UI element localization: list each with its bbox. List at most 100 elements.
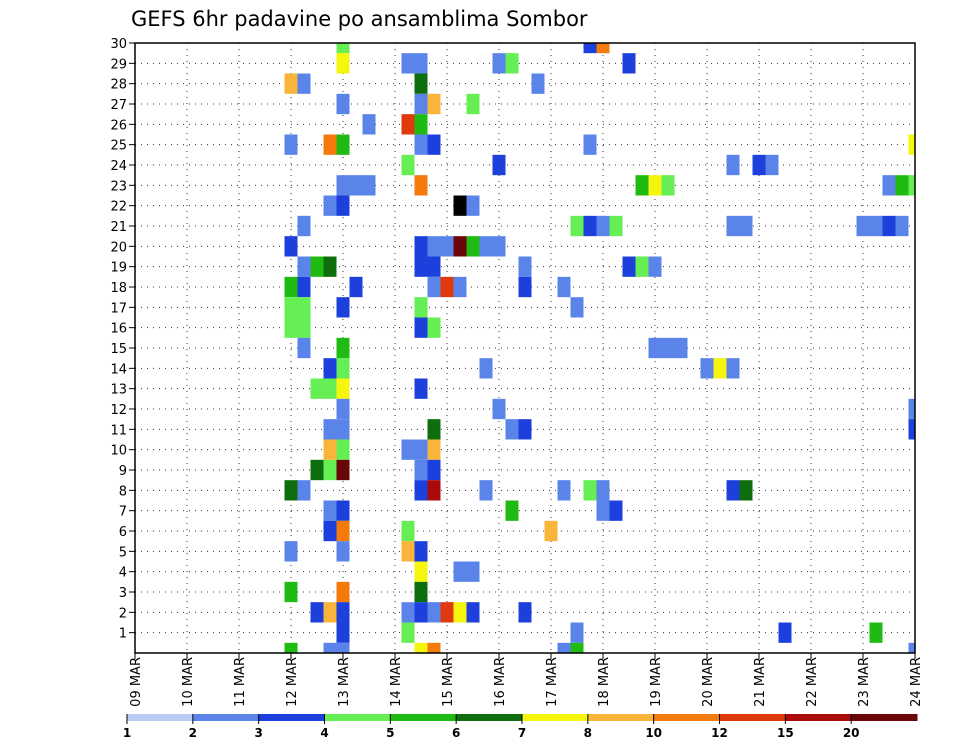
heatmap-cell (453, 236, 467, 257)
x-tick-label: 11 MAR (233, 657, 248, 707)
heatmap-cell (336, 43, 350, 54)
heatmap-cell (479, 358, 493, 379)
heatmap-cell (882, 215, 896, 237)
heatmap-cell (414, 439, 428, 460)
heatmap-cell (427, 317, 441, 338)
x-tick-label: 16 MAR (493, 657, 508, 707)
heatmap-cell (336, 378, 350, 399)
heatmap-cell (297, 317, 311, 338)
y-tick-label: 14 (110, 362, 127, 377)
heatmap-cell (635, 175, 649, 196)
colorbar-level-label: 15 (777, 726, 794, 740)
heatmap-cell (323, 642, 337, 653)
heatmap-cell (726, 215, 740, 237)
heatmap-cell (466, 236, 480, 257)
heatmap-cell (297, 337, 311, 359)
heatmap-cell (414, 134, 428, 155)
heatmap-cell (427, 642, 441, 653)
heatmap-cell (336, 520, 350, 542)
heatmap-cell (427, 439, 441, 460)
heatmap-cell (531, 73, 545, 94)
heatmap-cell (401, 439, 415, 460)
heatmap-cell (414, 602, 428, 623)
heatmap-cell (284, 73, 298, 94)
heatmap-cell (427, 459, 441, 481)
heatmap-cell (908, 134, 915, 155)
heatmap-cell (414, 581, 428, 603)
heatmap-cell (336, 337, 350, 359)
heatmap-cell (310, 378, 324, 399)
heatmap-cell (609, 215, 623, 237)
heatmap-cell (453, 602, 467, 623)
heatmap-cell (518, 602, 532, 623)
heatmap-cell (297, 73, 311, 94)
heatmap-cell (297, 297, 311, 318)
heatmap-cell (557, 642, 571, 653)
y-tick-label: 23 (110, 179, 127, 194)
x-tick-label: 17 MAR (545, 657, 560, 707)
heatmap-cell (466, 561, 480, 582)
heatmap-cell (297, 480, 311, 501)
heatmap-cell (310, 256, 324, 277)
heatmap-cell (323, 439, 337, 460)
colorbar-level-label: 8 (584, 726, 592, 740)
heatmap-cell (336, 459, 350, 481)
heatmap-cell (310, 459, 324, 481)
y-tick-label: 7 (119, 505, 127, 520)
heatmap-cell (310, 602, 324, 623)
heatmap-cell (284, 276, 298, 298)
heatmap-cell (453, 561, 467, 582)
heatmap-cell (401, 541, 415, 562)
heatmap-cell (492, 398, 506, 420)
heatmap-cell (414, 93, 428, 115)
y-tick-label: 25 (110, 139, 127, 154)
heatmap-cell (492, 154, 506, 176)
y-tick-label: 8 (119, 484, 127, 499)
x-tick-label: 24 MAR (909, 657, 924, 707)
colorbar-segment (851, 714, 918, 721)
heatmap-cell (518, 276, 532, 298)
x-tick-label: 13 MAR (337, 657, 352, 707)
y-tick-label: 16 (110, 322, 127, 337)
heatmap-cell (453, 276, 467, 298)
x-tick-label: 15 MAR (441, 657, 456, 707)
heatmap-cell (336, 195, 350, 216)
heatmap-cell (440, 276, 454, 298)
heatmap-cell (414, 297, 428, 318)
heatmap-cell (622, 256, 636, 277)
heatmap-cell (362, 175, 376, 196)
heatmap-cell (570, 642, 584, 653)
heatmap-cell (648, 337, 662, 359)
heatmap-cell (570, 622, 584, 643)
colorbar-segment (719, 714, 786, 721)
heatmap-cell (323, 134, 337, 155)
heatmap-cell (596, 43, 610, 54)
y-tick-label: 11 (110, 423, 127, 438)
x-tick-label: 18 MAR (597, 657, 612, 707)
chart-title: GEFS 6hr padavine po ansamblima Sombor (131, 7, 588, 31)
colorbar-segment (587, 714, 655, 721)
heatmap-cell (583, 134, 597, 155)
colorbar-segment (324, 714, 391, 721)
heatmap-cell (427, 236, 441, 257)
heatmap-cell (414, 378, 428, 399)
colorbar-segment (456, 714, 523, 721)
colorbar: 1 2 3 4 5 6 7 8 10 12 15 20 (123, 714, 918, 740)
x-tick-label: 10 MAR (181, 657, 196, 707)
heatmap-cell (336, 175, 350, 196)
heatmap-cell (297, 276, 311, 298)
heatmap-cell (661, 337, 675, 359)
heatmap-cell (726, 358, 740, 379)
y-tick-label: 9 (119, 464, 127, 479)
y-axis-ticks: 1234567891011121314151617181920212223242… (110, 37, 135, 642)
heatmap-cell (544, 520, 558, 542)
heatmap-cell (414, 642, 428, 653)
x-tick-label: 09 MAR (129, 657, 144, 707)
y-tick-label: 28 (110, 78, 127, 93)
y-tick-label: 29 (110, 57, 127, 72)
heatmap-cell (895, 175, 909, 196)
y-tick-label: 19 (110, 261, 127, 276)
heatmap-cell (570, 215, 584, 237)
heatmap-cell (648, 175, 662, 196)
